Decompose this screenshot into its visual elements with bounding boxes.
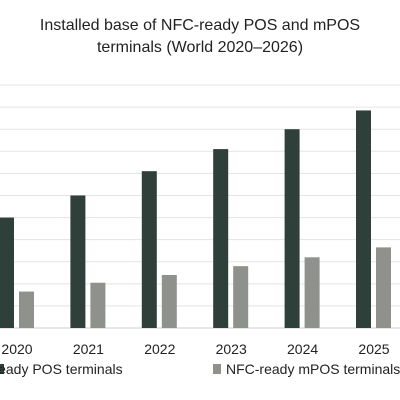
legend: NFC-ready POS terminals NFC-ready mPOS t… <box>0 361 400 377</box>
gridlines <box>0 84 400 329</box>
x-tick-label-2023: 2023 <box>216 341 247 357</box>
bar-pos-2020 <box>0 217 14 328</box>
bar-pos-2023 <box>213 149 229 328</box>
bars <box>0 110 391 328</box>
x-tick-label-2024: 2024 <box>287 341 318 357</box>
bar-pos-2022 <box>141 171 157 328</box>
chart-title-line-1: Installed base of NFC-ready POS and mPOS <box>39 17 361 34</box>
legend-label-pos: NFC-ready POS terminals <box>0 361 123 377</box>
bar-mpos-2022 <box>161 274 177 328</box>
x-tick-labels: 2020 2021 2022 2023 2024 2025 <box>1 341 389 357</box>
x-tick-label-2020: 2020 <box>1 341 32 357</box>
x-tick-label-2025: 2025 <box>358 341 389 357</box>
bar-pos-2024 <box>284 129 300 328</box>
legend-label-mpos: NFC-ready mPOS terminals <box>226 361 400 377</box>
legend-swatch-pos <box>0 364 4 374</box>
x-tick-label-2021: 2021 <box>73 341 104 357</box>
bar-pos-2025 <box>356 110 371 328</box>
bar-pos-2021 <box>70 195 86 328</box>
bar-mpos-2021 <box>90 282 106 328</box>
legend-swatch-mpos <box>213 364 221 374</box>
bar-mpos-2024 <box>304 257 320 328</box>
chart-title: Installed base of NFC-ready POS and mPOS… <box>0 15 400 59</box>
bar-mpos-2023 <box>233 266 249 328</box>
bar-mpos-2025 <box>376 247 391 328</box>
bar-mpos-2020 <box>19 291 34 328</box>
chart-title-line-2: terminals (World 2020–2026) <box>96 39 304 56</box>
x-tick-label-2022: 2022 <box>144 341 175 357</box>
